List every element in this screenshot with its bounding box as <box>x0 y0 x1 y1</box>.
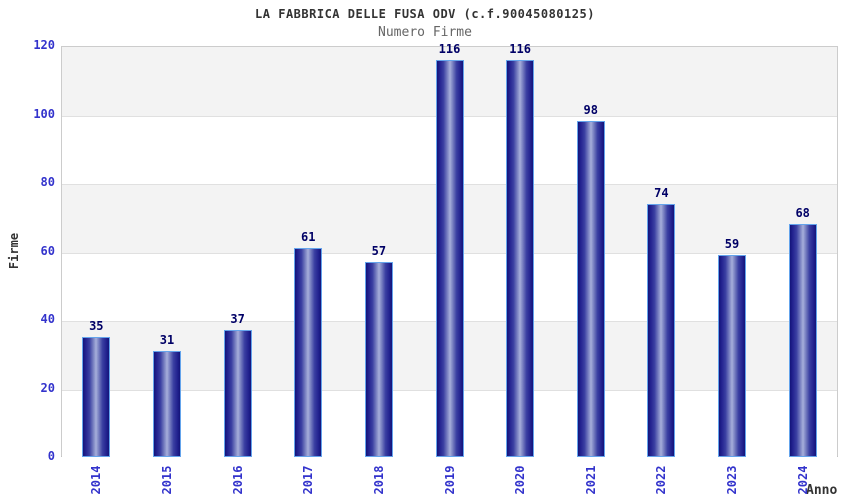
y-tick-label: 120 <box>33 38 55 52</box>
bar-2019 <box>435 59 464 457</box>
x-tick-label: 2024 <box>795 465 810 495</box>
x-tick-label: 2020 <box>513 465 528 495</box>
chart-title: LA FABBRICA DELLE FUSA ODV (c.f.90045080… <box>255 7 595 21</box>
x-tick-label: 2017 <box>301 465 316 495</box>
bar-2014 <box>82 337 111 457</box>
y-tick-label: 20 <box>40 380 55 395</box>
value-label: 37 <box>230 312 245 327</box>
x-tick-label: 2015 <box>159 465 174 495</box>
value-label: 59 <box>724 236 740 251</box>
x-tick-label: 2018 <box>371 465 386 495</box>
y-tick-label: 60 <box>40 243 55 258</box>
x-tick-label: 2019 <box>442 465 457 495</box>
value-label: 31 <box>159 332 175 347</box>
bar-2016 <box>223 330 252 457</box>
bar-2024 <box>788 224 817 457</box>
bar-2018 <box>364 261 393 457</box>
value-label: 68 <box>795 206 810 221</box>
bar-2017 <box>294 248 323 457</box>
value-label: 57 <box>371 243 387 258</box>
bar-2021 <box>576 121 605 457</box>
x-tick-label: 2014 <box>89 465 104 495</box>
value-label: 74 <box>654 185 669 200</box>
value-label: 98 <box>583 103 598 118</box>
chart-subtitle: Numero Firme <box>378 25 472 40</box>
y-tick-label: 0 <box>47 449 55 463</box>
y-tick-label: 80 <box>40 175 55 189</box>
bar-2020 <box>506 59 535 457</box>
x-tick-label: 2016 <box>230 465 245 495</box>
bar-2015 <box>152 350 181 457</box>
value-label: 116 <box>438 41 461 56</box>
value-label: 116 <box>509 41 531 56</box>
x-tick-label: 2021 <box>583 465 598 495</box>
x-tick-label: 2022 <box>654 465 669 495</box>
bar-2022 <box>647 203 676 457</box>
x-axis-title: Anno <box>806 483 838 498</box>
value-label: 35 <box>89 319 104 334</box>
value-label: 61 <box>300 230 316 245</box>
y-tick-label: 100 <box>33 106 55 121</box>
x-tick-label: 2023 <box>725 465 740 495</box>
bar-2023 <box>718 254 747 457</box>
y-tick-label: 40 <box>40 312 55 326</box>
